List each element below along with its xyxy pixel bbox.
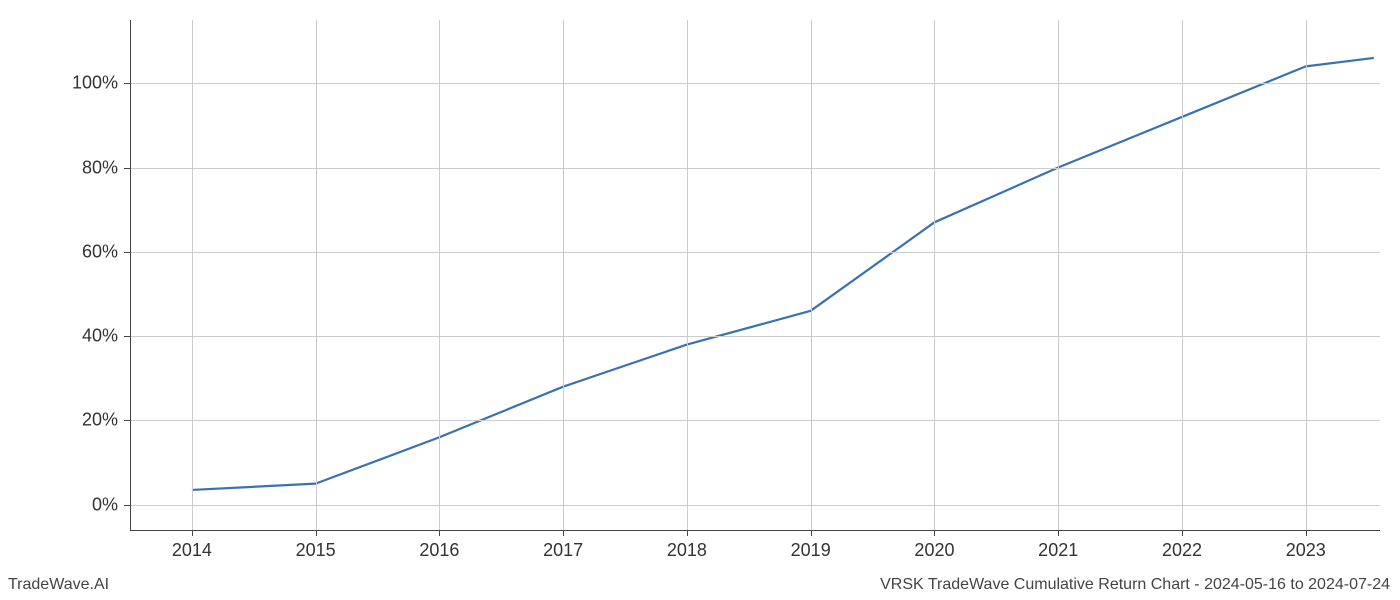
y-tick-label: 100% xyxy=(72,73,118,94)
footer-caption: VRSK TradeWave Cumulative Return Chart -… xyxy=(880,576,1390,594)
y-tick-label: 0% xyxy=(92,494,118,515)
y-tick-label: 40% xyxy=(82,326,118,347)
footer-brand: TradeWave.AI xyxy=(8,576,109,594)
grid-vertical xyxy=(1058,20,1059,530)
grid-horizontal xyxy=(130,252,1380,253)
grid-vertical xyxy=(439,20,440,530)
grid-vertical xyxy=(934,20,935,530)
grid-vertical xyxy=(1182,20,1183,530)
x-axis-spine xyxy=(130,530,1380,531)
grid-horizontal xyxy=(130,505,1380,506)
y-tick-label: 20% xyxy=(82,410,118,431)
x-tick-label: 2018 xyxy=(667,540,707,561)
x-tick-label: 2017 xyxy=(543,540,583,561)
y-tick-label: 80% xyxy=(82,157,118,178)
x-tick-label: 2016 xyxy=(419,540,459,561)
y-tick-label: 60% xyxy=(82,241,118,262)
grid-vertical xyxy=(811,20,812,530)
grid-vertical xyxy=(687,20,688,530)
x-tick-label: 2023 xyxy=(1286,540,1326,561)
grid-horizontal xyxy=(130,168,1380,169)
grid-vertical xyxy=(563,20,564,530)
grid-horizontal xyxy=(130,420,1380,421)
return-line-series xyxy=(192,58,1374,490)
grid-vertical xyxy=(316,20,317,530)
y-axis-spine xyxy=(130,20,131,530)
grid-horizontal xyxy=(130,336,1380,337)
x-tick-label: 2020 xyxy=(914,540,954,561)
grid-horizontal xyxy=(130,83,1380,84)
x-tick-label: 2019 xyxy=(791,540,831,561)
x-tick-label: 2021 xyxy=(1038,540,1078,561)
line-series-layer xyxy=(130,20,1380,530)
x-tick-label: 2015 xyxy=(296,540,336,561)
chart-container: 2014 2015 2016 2017 2018 2019 2020 2021 2022 2023… xyxy=(0,0,1400,600)
grid-vertical xyxy=(1306,20,1307,530)
x-tick-label: 2022 xyxy=(1162,540,1202,561)
x-tick-label: 2014 xyxy=(172,540,212,561)
grid-vertical xyxy=(192,20,193,530)
